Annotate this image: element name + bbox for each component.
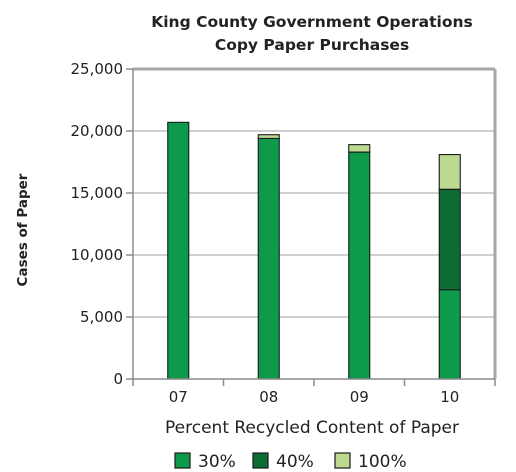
x-tick-label: 09	[350, 388, 369, 406]
bar-segment	[257, 137, 280, 380]
bar-segment	[438, 154, 461, 190]
bar-segment	[438, 289, 461, 380]
legend-label: 30%	[198, 452, 236, 472]
y-tick-label: 15,000	[71, 184, 124, 202]
y-tick-label: 10,000	[71, 246, 124, 264]
x-axis-ticks: 07 08 09 10	[132, 379, 496, 406]
bar-segment	[348, 144, 371, 153]
y-axis-ticks: 0 5,000 10,000 15,000 20,000 25,000	[71, 60, 133, 388]
x-tick-label: 07	[169, 388, 188, 406]
x-tick-label: 08	[259, 388, 278, 406]
legend-label: 40%	[276, 452, 314, 472]
legend-swatch	[334, 452, 351, 469]
bars	[167, 121, 461, 380]
bar-segment	[348, 151, 371, 380]
y-tick-label: 0	[113, 370, 123, 388]
y-tick-label: 20,000	[71, 122, 124, 140]
chart-subtitle: Copy Paper Purchases	[215, 36, 409, 54]
chart-title: King County Government Operations	[151, 13, 473, 31]
legend-swatch	[174, 452, 191, 469]
legend: 30% 40% 100%	[174, 452, 407, 472]
legend-label: 100%	[358, 452, 407, 472]
y-tick-label: 25,000	[71, 60, 124, 78]
legend-item: 40%	[252, 452, 314, 472]
legend-item: 100%	[334, 452, 407, 472]
legend-item: 30%	[174, 452, 236, 472]
bar-segment	[257, 134, 280, 139]
y-tick-label: 5,000	[80, 308, 123, 326]
bar-segment	[167, 121, 190, 380]
grid-lines	[133, 130, 495, 318]
y-axis-label: Cases of Paper	[15, 173, 31, 286]
x-tick-label: 10	[440, 388, 459, 406]
legend-swatch	[252, 452, 269, 469]
x-axis-label: Percent Recycled Content of Paper	[165, 418, 459, 438]
bar-segment	[438, 188, 461, 291]
